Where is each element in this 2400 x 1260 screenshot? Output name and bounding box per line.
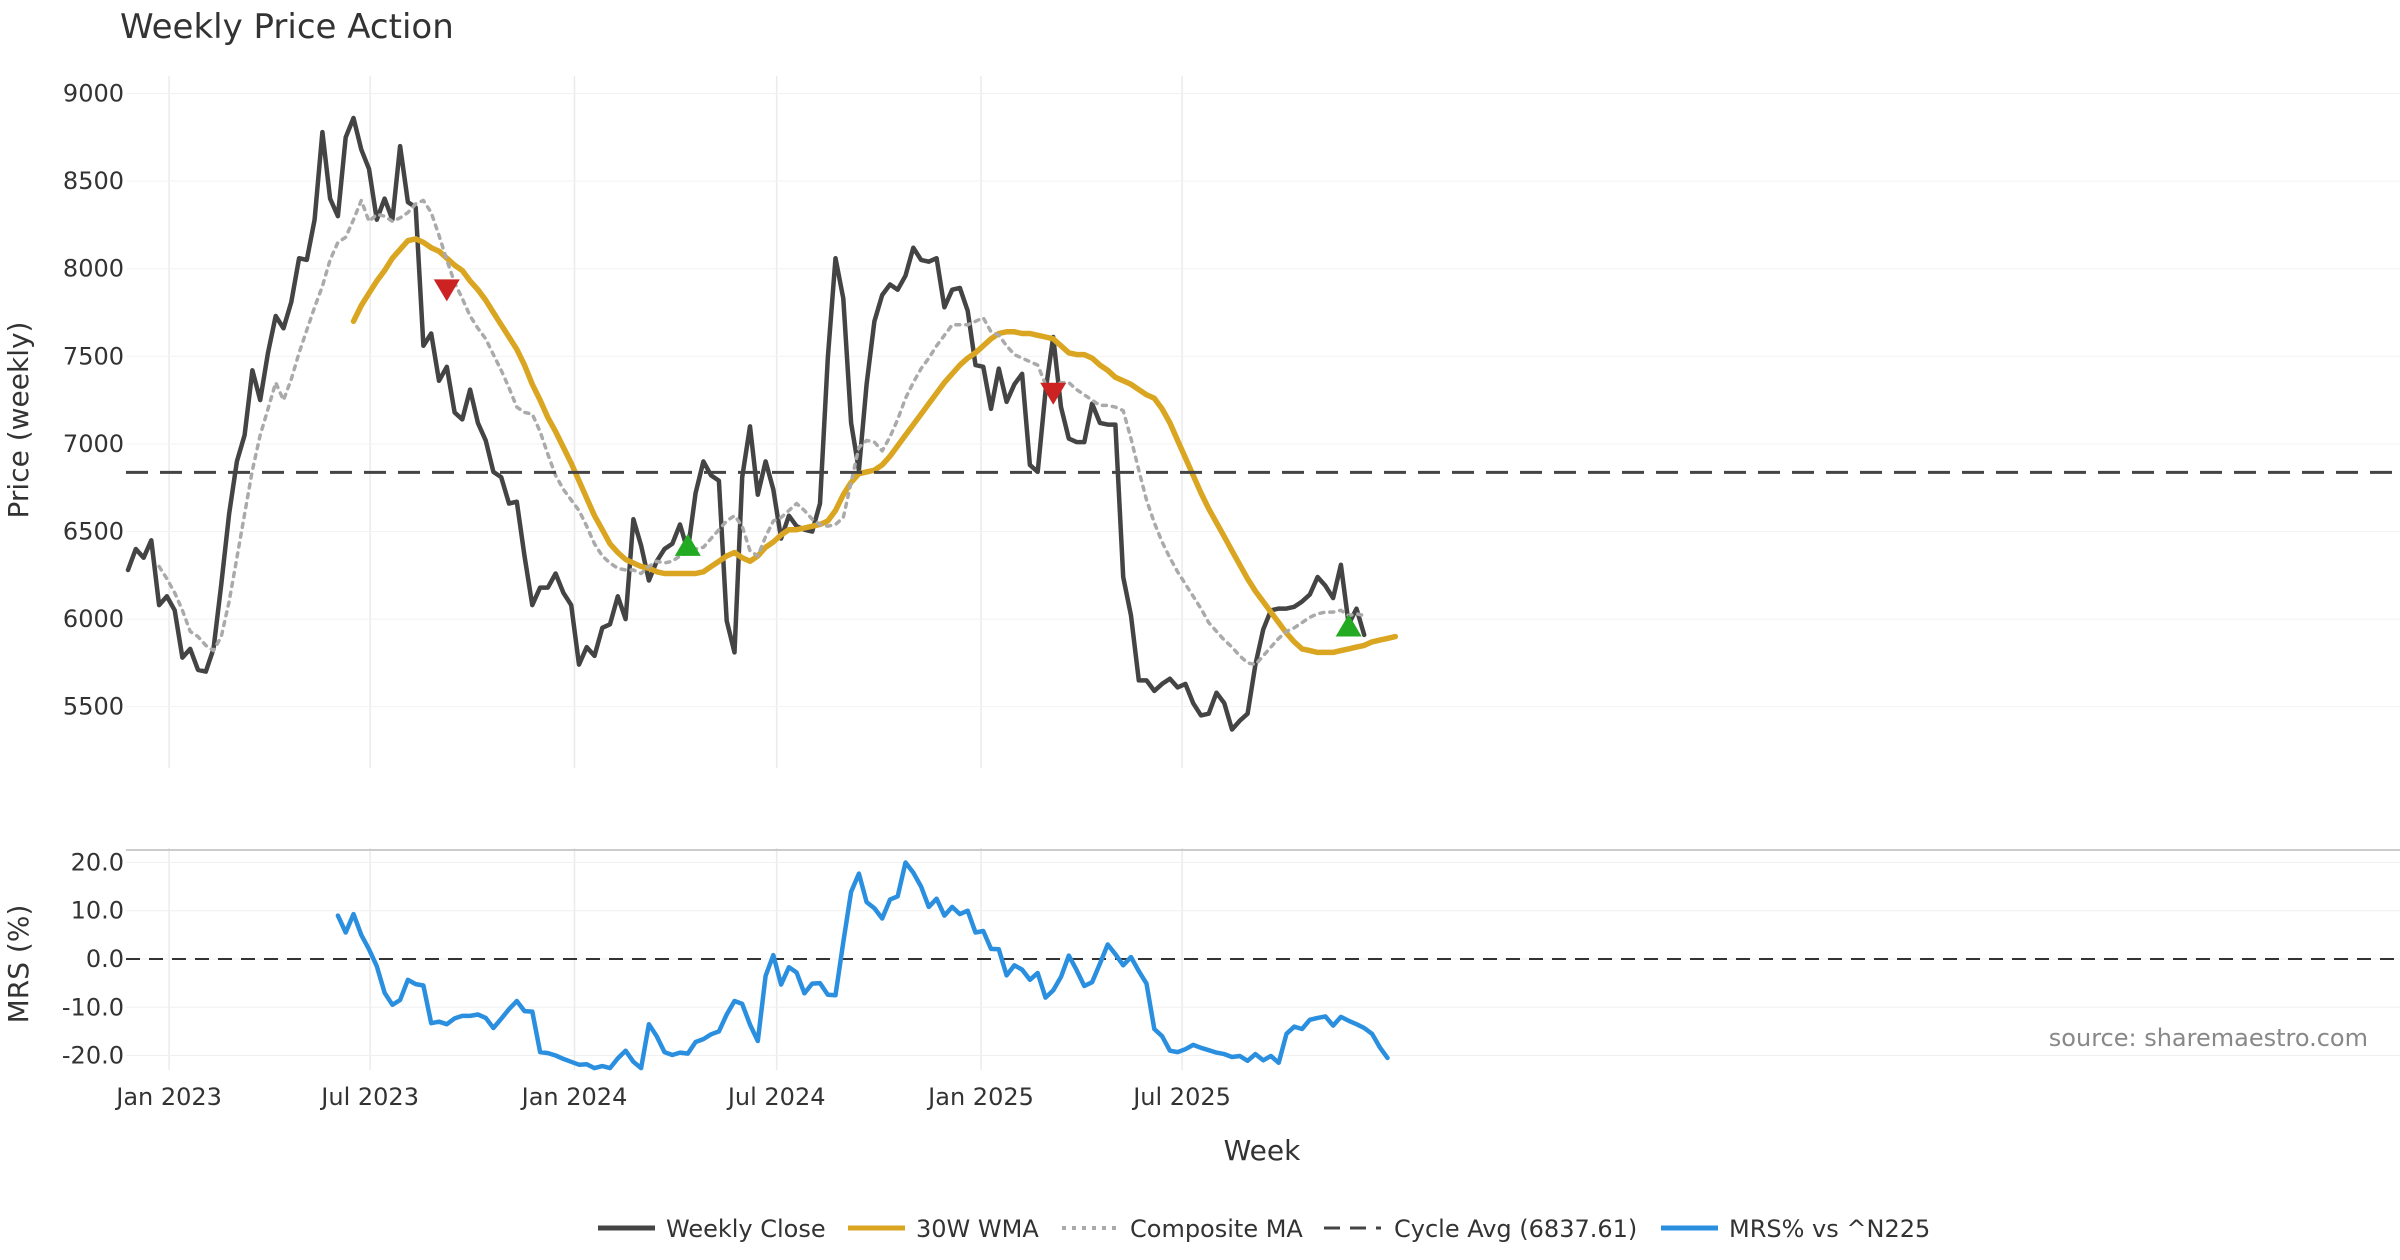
legend-label-composite-ma: Composite MA bbox=[1130, 1215, 1303, 1243]
marker-layer bbox=[433, 279, 1362, 637]
legend: Weekly Close 30W WMA Composite MA Cycle … bbox=[598, 1215, 1930, 1243]
mrs-axis-label: MRS (%) bbox=[2, 905, 35, 1024]
price-tick-label-8500: 8500 bbox=[63, 167, 124, 195]
x-tick-label-jan-2025: Jan 2025 bbox=[926, 1083, 1034, 1111]
legend-item-weekly-close: Weekly Close bbox=[598, 1215, 826, 1243]
mrs-tick-label-20-0: 20.0 bbox=[71, 848, 124, 876]
x-tick-label-jul-2024: Jul 2024 bbox=[726, 1083, 826, 1111]
legend-label-weekly-close: Weekly Close bbox=[666, 1215, 826, 1243]
x-tick-label-jul-2025: Jul 2025 bbox=[1131, 1083, 1231, 1111]
price-tick-label-6000: 6000 bbox=[63, 605, 124, 633]
mrs-tick-label-20-0: -20.0 bbox=[62, 1042, 124, 1070]
sell-signal-marker-1 bbox=[433, 279, 460, 302]
grid-layer bbox=[126, 76, 2400, 1070]
series-mrs-vs-n225 bbox=[335, 860, 1390, 1071]
chart-title: Weekly Price Action bbox=[120, 7, 454, 47]
legend-item-30w-wma: 30W WMA bbox=[848, 1215, 1039, 1243]
series-30w-wma bbox=[350, 236, 1399, 656]
legend-label-cycle-avg: Cycle Avg (6837.61) bbox=[1394, 1215, 1637, 1243]
x-tick-label-jul-2023: Jul 2023 bbox=[319, 1083, 419, 1111]
mrs-tick-label-10-0: -10.0 bbox=[62, 993, 124, 1021]
price-tick-label-7500: 7500 bbox=[63, 342, 124, 370]
sell-signal-marker-3 bbox=[1040, 382, 1067, 405]
price-tick-label-5500: 5500 bbox=[63, 693, 124, 721]
price-axis-label: Price (weekly) bbox=[2, 322, 35, 519]
series-layer bbox=[125, 115, 2400, 1071]
x-tick-label-jan-2023: Jan 2023 bbox=[114, 1083, 222, 1111]
legend-item-mrs: MRS% vs ^N225 bbox=[1661, 1215, 1930, 1243]
legend-item-cycle-avg: Cycle Avg (6837.61) bbox=[1324, 1215, 1637, 1243]
series-weekly-close bbox=[125, 115, 1367, 732]
legend-label-mrs: MRS% vs ^N225 bbox=[1729, 1215, 1930, 1243]
x-axis-label: Week bbox=[1224, 1134, 1301, 1167]
mrs-tick-label-0-0: 0.0 bbox=[86, 945, 124, 973]
price-tick-label-9000: 9000 bbox=[63, 80, 124, 108]
source-text: source: sharemaestro.com bbox=[2049, 1024, 2368, 1052]
buy-signal-marker-4 bbox=[1335, 614, 1362, 637]
legend-item-composite-ma: Composite MA bbox=[1062, 1215, 1303, 1243]
price-tick-label-8000: 8000 bbox=[63, 255, 124, 283]
x-tick-label-jan-2024: Jan 2024 bbox=[520, 1083, 628, 1111]
legend-label-30w-wma: 30W WMA bbox=[916, 1215, 1039, 1243]
price-tick-label-7000: 7000 bbox=[63, 430, 124, 458]
tick-layer: Jan 2023 Jul 2023 Jan 2024 Jul 2024 Jan 2025… bbox=[62, 80, 1231, 1111]
buy-signal-marker-2 bbox=[674, 533, 701, 556]
mrs-tick-label-10-0: 10.0 bbox=[71, 897, 124, 925]
price-tick-label-6500: 6500 bbox=[63, 517, 124, 545]
series-composite-ma bbox=[157, 198, 1366, 667]
